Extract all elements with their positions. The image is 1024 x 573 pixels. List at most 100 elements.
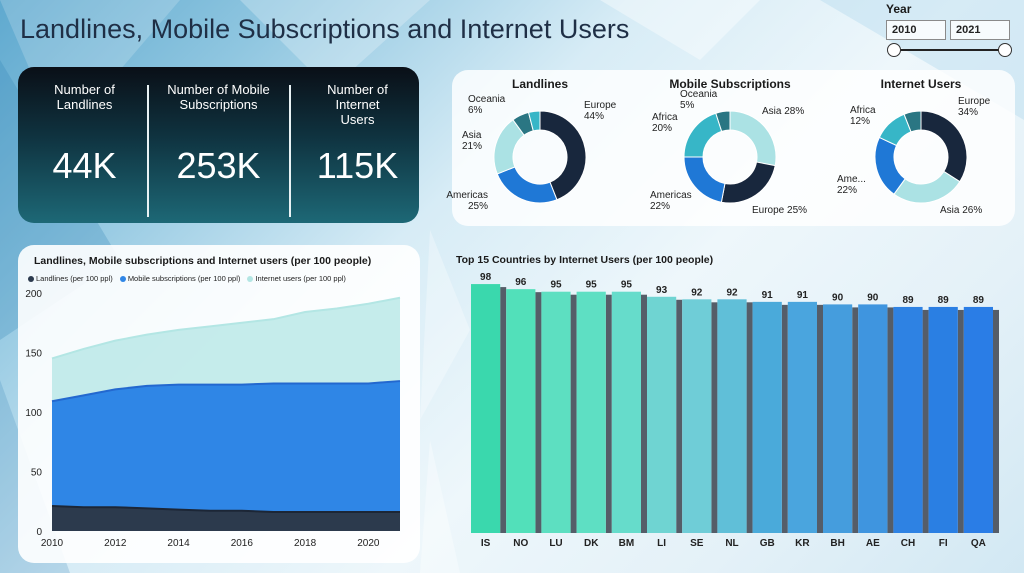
bar-category-label: NO [513,538,528,549]
donut-slice-africa[interactable] [527,110,541,132]
donut-label-africa: Africa 20% [652,112,678,134]
bar-bh[interactable] [823,304,853,533]
bar-value-label: 91 [762,290,774,301]
year-from-input[interactable]: 2010 [886,20,946,40]
kpi-mobile: Number of Mobile Subscriptions 253K [152,67,285,223]
bar-shadow [781,304,788,533]
bar-nl[interactable] [717,299,747,533]
kpi-landlines-value: 44K [52,145,117,186]
donut-slice-europe[interactable] [539,110,587,201]
x-tick-label: 2012 [104,538,127,549]
year-slider-start-handle[interactable] [887,43,901,57]
area-landlines-line [51,505,400,513]
kpi-internet-label: Number of Internet Users [327,82,388,127]
donut-label-europe: Europe 34% [958,96,991,118]
bar-dk[interactable] [576,291,606,533]
area-mobile[interactable] [52,381,400,531]
bar-ae[interactable] [858,304,888,533]
donut-label-asia: Asia 26% [940,205,982,216]
donut-title: Internet Users [881,77,962,91]
bar-ch[interactable] [893,306,923,533]
legend-item-mobile[interactable]: Mobile subscriptions (per 100 ppl) [119,274,241,283]
x-tick-label: 2020 [357,538,380,549]
bar-shadow [535,292,542,533]
bar-value-label: 90 [832,292,844,303]
bar-qa[interactable] [963,306,993,533]
bar-se[interactable] [682,299,712,533]
bar-shadow [817,304,823,533]
kpi-card: Number of Landlines 44K Number of Mobile… [18,67,419,223]
year-to-input[interactable]: 2021 [950,20,1010,40]
bar-value-label: 92 [691,287,703,298]
kpi-internet-value: 115K [316,145,399,186]
kpi-landlines-label: Number of Landlines [54,82,115,112]
year-slicer[interactable]: Year 2010 2021 [886,0,1018,62]
legend-item-landlines[interactable]: Landlines (per 100 ppl) [28,274,113,283]
bar-bm[interactable] [611,291,641,533]
bar-category-label: FI [939,538,948,549]
donut-label-europe: Europe 44% [584,100,617,122]
year-slider-end-handle[interactable] [998,43,1012,57]
bar-category-label: BH [830,538,844,549]
bar-shadow [922,309,929,533]
bar-value-label: 98 [480,272,492,283]
bar-category-label: LI [657,538,666,549]
bar-shadow [570,294,577,533]
legend-item-internet[interactable]: Internet users (per 100 ppl) [247,274,346,283]
bar-lu[interactable] [541,291,571,533]
bar-value-label: 93 [656,285,668,296]
donut-title: Mobile Subscriptions [669,77,791,91]
bar-category-label: BM [619,538,635,549]
donut-slice-oceania[interactable] [903,110,922,133]
x-tick-label: 2018 [294,538,317,549]
donut-slice-oceania[interactable] [715,110,731,132]
y-tick-label: 100 [25,408,42,419]
x-tick-label: 2010 [41,538,64,549]
bar-shadow [605,294,612,533]
donut-label-americas: Ame... 22% [837,174,866,196]
area-mobile-line [51,380,401,403]
donut-label-oceania: Oceania 5% [680,89,718,111]
bar-shadow [957,309,964,533]
legend-label-internet: Internet users (per 100 ppl) [255,274,346,283]
bar-gb[interactable] [752,301,782,533]
legend-label-mobile: Mobile subscriptions (per 100 ppl) [127,274,241,283]
bar-shadow [711,302,718,533]
bar-category-label: SE [690,538,704,549]
bar-shadow [676,299,683,533]
bar-li[interactable] [647,296,677,533]
legend-dot-internet [247,276,254,283]
donut-label-oceania: Oceania 6% [468,94,506,116]
donut-title: Landlines [512,77,568,91]
area-chart-title: Landlines, Mobile subscriptions and Inte… [34,255,372,267]
bar-value-label: 89 [938,295,950,306]
bar-value-label: 95 [550,280,562,291]
bar-value-label: 92 [726,287,738,298]
donut-label-americas: Americas 22% [650,190,692,212]
y-tick-label: 0 [36,527,42,538]
bar-no[interactable] [506,289,536,533]
bar-value-label: 90 [867,292,879,303]
legend-dot-landlines [28,276,34,283]
bar-category-label: AE [866,538,880,549]
y-tick-label: 150 [25,349,42,360]
kpi-landlines: Number of Landlines 44K [18,67,151,223]
area-chart-legend: Landlines (per 100 ppl) Mobile subscript… [28,274,351,283]
kpi-mobile-label: Number of Mobile Subscriptions [167,82,270,112]
bar-is[interactable] [471,284,501,533]
year-slider-track[interactable] [893,49,1005,51]
bar-category-label: LU [549,538,562,549]
x-tick-label: 2014 [167,538,190,549]
x-tick-label: 2016 [231,538,254,549]
bar-fi[interactable] [928,306,958,533]
donut-label-europe: Europe 25% [752,205,807,216]
bar-category-label: QA [971,538,986,549]
bar-kr[interactable] [787,301,817,533]
page-title: Landlines, Mobile Subscriptions and Inte… [20,14,630,44]
bar-shadow [641,294,647,533]
kpi-mobile-value: 253K [176,145,261,186]
bar-shadow [993,309,999,533]
donut-label-asia: Asia 28% [762,106,804,117]
donut-label-americas: Americas 25% [446,190,488,212]
